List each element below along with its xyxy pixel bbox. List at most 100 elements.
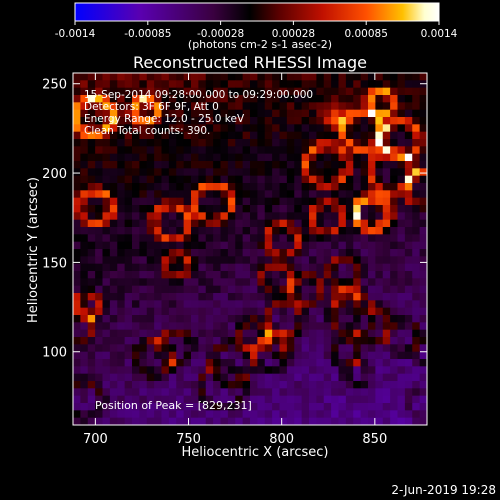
heatmap-cell xyxy=(80,197,89,206)
heatmap-cell xyxy=(272,117,280,125)
heatmap-cell xyxy=(205,271,214,279)
heatmap-cell xyxy=(390,197,398,206)
heatmap-cell xyxy=(132,403,140,411)
heatmap-cell xyxy=(95,285,103,294)
heatmap-cell xyxy=(404,219,413,228)
heatmap-cell xyxy=(205,249,214,257)
heatmap-cell xyxy=(220,315,229,323)
heatmap-cell xyxy=(176,139,185,147)
heatmap-cell xyxy=(220,183,229,191)
heatmap-cell xyxy=(338,381,347,389)
heatmap-cell xyxy=(109,359,118,367)
heatmap-cell xyxy=(87,161,96,169)
heatmap-cell xyxy=(183,197,192,206)
heatmap-cell xyxy=(146,410,155,419)
heatmap-cell xyxy=(331,234,339,243)
heatmap-cell xyxy=(353,300,362,309)
heatmap-cell xyxy=(294,109,303,118)
heatmap-cell xyxy=(220,124,229,133)
heatmap-cell xyxy=(331,146,339,155)
heatmap-cell xyxy=(198,205,207,213)
heatmap-cell xyxy=(338,219,347,228)
heatmap-cell xyxy=(375,395,384,404)
heatmap-cell xyxy=(250,417,258,425)
heatmap-cell xyxy=(375,285,384,294)
heatmap-cell xyxy=(404,403,413,411)
heatmap-cell xyxy=(176,161,185,169)
heatmap-cell xyxy=(286,161,295,169)
heatmap-cell xyxy=(146,124,155,133)
heatmap-cell xyxy=(353,190,362,199)
heatmap-cell xyxy=(109,227,118,235)
heatmap-cell xyxy=(397,366,406,375)
heatmap-cell xyxy=(360,373,369,382)
heatmap-cell xyxy=(139,373,148,382)
heatmap-cell xyxy=(73,212,81,221)
heatmap-cell xyxy=(132,285,140,294)
heatmap-cell xyxy=(242,124,251,133)
heatmap-cell xyxy=(279,153,288,162)
heatmap-cell xyxy=(419,329,427,338)
heatmap-cell xyxy=(368,241,376,250)
heatmap-cell xyxy=(191,403,199,411)
heatmap-cell xyxy=(294,366,303,375)
heatmap-cell xyxy=(183,256,192,265)
heatmap-cell xyxy=(191,249,199,257)
heatmap-cell xyxy=(257,131,266,140)
x-tick-label: 800 xyxy=(269,432,294,447)
heatmap-cell xyxy=(309,300,317,309)
heatmap-cell xyxy=(382,307,391,316)
heatmap-cell xyxy=(109,381,118,389)
heatmap-cell xyxy=(176,256,185,265)
heatmap-cell xyxy=(227,329,236,338)
heatmap-cell xyxy=(323,293,332,301)
heatmap-cell xyxy=(382,168,391,177)
heatmap-cell xyxy=(368,153,376,162)
heatmap-cell xyxy=(368,146,376,155)
heatmap-cell xyxy=(146,300,155,309)
heatmap-cell xyxy=(80,410,89,419)
heatmap-cell xyxy=(235,109,244,118)
heatmap-cell xyxy=(272,234,280,243)
colorbar-tick-label: -0.00085 xyxy=(124,28,171,40)
heatmap-cell xyxy=(338,117,347,125)
heatmap-cell xyxy=(124,146,133,155)
heatmap-cell xyxy=(419,161,427,169)
heatmap-cell xyxy=(109,307,118,316)
heatmap-cell xyxy=(338,153,347,162)
heatmap-cell xyxy=(382,205,391,213)
heatmap-cell xyxy=(397,161,406,169)
heatmap-cell xyxy=(124,153,133,162)
heatmap-cell xyxy=(191,351,199,360)
heatmap-cell xyxy=(213,307,221,316)
heatmap-cell xyxy=(95,278,103,287)
heatmap-cell xyxy=(235,168,244,177)
heatmap-cell xyxy=(264,161,273,169)
heatmap-cell xyxy=(168,359,177,367)
heatmap-cell xyxy=(168,102,177,111)
heatmap-cell xyxy=(360,329,369,338)
heatmap-cell xyxy=(250,278,258,287)
heatmap-cell xyxy=(191,139,199,147)
heatmap-cell xyxy=(95,373,103,382)
heatmap-cell xyxy=(316,197,325,206)
heatmap-cell xyxy=(168,241,177,250)
heatmap-cell xyxy=(213,388,221,397)
heatmap-cell xyxy=(257,278,266,287)
heatmap-cell xyxy=(390,212,398,221)
heatmap-cell xyxy=(353,366,362,375)
heatmap-cell xyxy=(198,102,207,111)
heatmap-cell xyxy=(161,395,170,404)
heatmap-cell xyxy=(316,95,325,103)
heatmap-cell xyxy=(353,153,362,162)
heatmap-cell xyxy=(242,146,251,155)
heatmap-cell xyxy=(191,366,199,375)
heatmap-cell xyxy=(161,417,170,425)
heatmap-cell xyxy=(368,366,376,375)
heatmap-cell xyxy=(205,168,214,177)
heatmap-cell xyxy=(117,351,126,360)
heatmap-cell xyxy=(419,249,427,257)
heatmap-cell xyxy=(397,234,406,243)
heatmap-cell xyxy=(272,373,280,382)
heatmap-cell xyxy=(250,359,258,367)
